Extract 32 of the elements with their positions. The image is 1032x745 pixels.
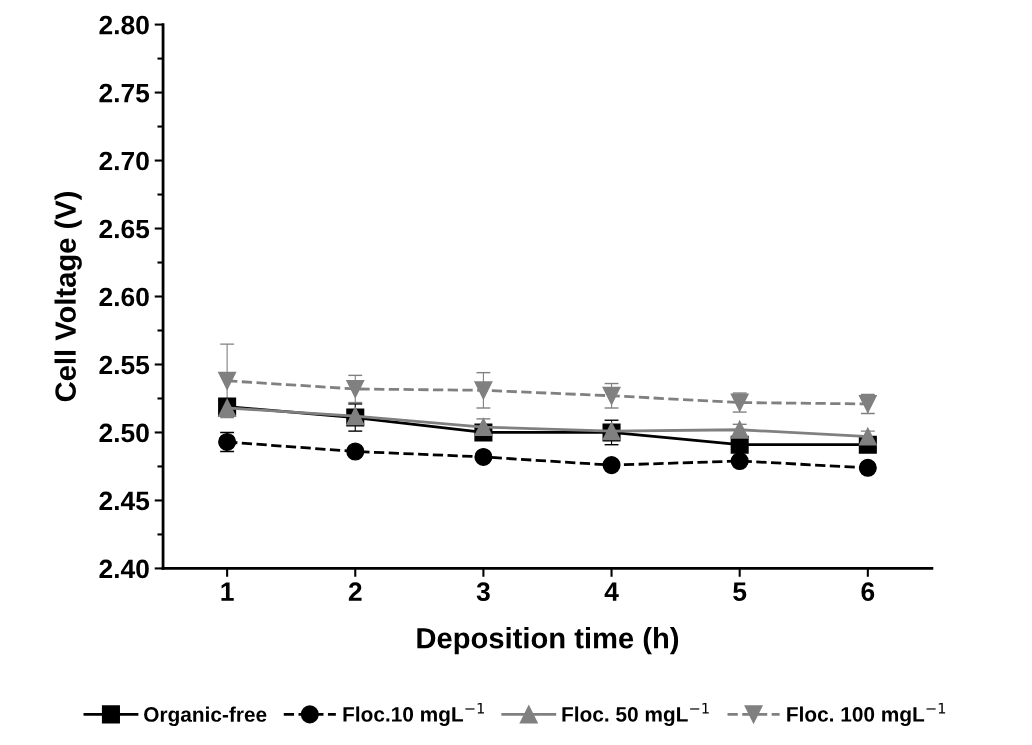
point xyxy=(730,451,749,471)
x-axis-title: Deposition time (h) xyxy=(417,627,679,655)
point xyxy=(474,447,493,466)
x-tick-label: 1 xyxy=(221,582,234,601)
point xyxy=(474,418,493,437)
y-axis-title: Cell Voltage (V) xyxy=(54,192,82,402)
y-tick-label: 2.40 xyxy=(99,559,149,579)
point xyxy=(858,427,877,446)
x-tick-label: 6 xyxy=(861,582,875,602)
y-tick-label: 2.75 xyxy=(99,83,150,103)
x-tick-label: 5 xyxy=(733,582,747,602)
y-tick-label: 2.80 xyxy=(99,15,149,35)
point xyxy=(602,386,621,405)
y-tick-label: 2.60 xyxy=(99,287,149,307)
x-tick-label: 4 xyxy=(604,582,619,601)
legend-label: Floc. 100 mgL$^{−1}$ xyxy=(787,702,946,726)
point xyxy=(474,381,493,400)
y-tick-label: 2.70 xyxy=(99,151,149,171)
x-tick-label: 3 xyxy=(476,582,490,602)
legend-label: Organic-free xyxy=(144,706,267,727)
legend-label: Floc. 50 mgL$^{−1}$ xyxy=(562,702,709,726)
y-tick-label: 2.50 xyxy=(99,423,149,443)
point xyxy=(858,458,877,477)
point xyxy=(346,442,365,461)
point xyxy=(218,371,237,390)
x-tick-label: 2 xyxy=(348,582,362,601)
point xyxy=(602,456,621,475)
legend-label: Floc.10 mgL$^{−1}$ xyxy=(343,702,485,726)
y-tick-label: 2.45 xyxy=(99,491,150,511)
y-tick-label: 2.65 xyxy=(99,219,150,239)
y-tick-label: 2.55 xyxy=(99,355,150,375)
point xyxy=(346,379,365,398)
